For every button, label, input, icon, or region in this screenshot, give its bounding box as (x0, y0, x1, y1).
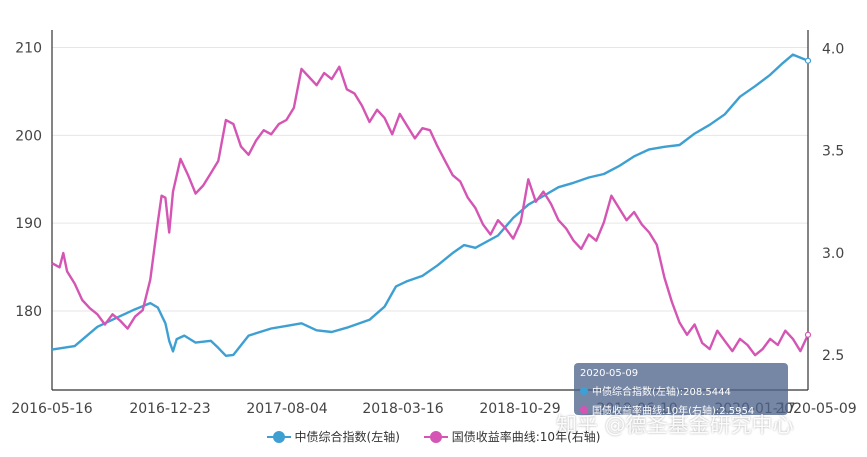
x-tick-label: 2016-12-23 (129, 401, 210, 417)
tooltip-yield-value: 国债收益率曲线:10年(右轴):2.5954 (592, 406, 755, 417)
x-tick-label: 2017-08-04 (246, 401, 327, 417)
tooltip-dot-pink-icon (580, 405, 588, 414)
legend-label-yield: 国债收益率曲线:10年(右轴) (451, 430, 601, 444)
series-line-treasury-yield (51, 65, 810, 357)
tooltip-row-index: 中债综合指数(左轴):208.5444 (580, 383, 782, 398)
legend-swatch-blue-icon (266, 430, 291, 443)
y-left-tick-label: 200 (15, 128, 42, 144)
y-right-tick-label: 3.0 (822, 246, 844, 262)
y-right-tick-label: 4.0 (822, 41, 844, 57)
y-right-tick-label: 3.5 (822, 144, 844, 160)
y-left-tick-label: 210 (15, 41, 42, 57)
legend-item-index[interactable]: 中债综合指数(左轴) (266, 428, 400, 445)
chart-tooltip: 2020-05-09 中债综合指数(左轴):208.5444 国债收益率曲线:1… (574, 363, 788, 417)
x-tick-label: 2018-10-29 (479, 401, 560, 417)
chart-legend: 中债综合指数(左轴) 国债收益率曲线:10年(右轴) (0, 428, 867, 446)
legend-item-yield[interactable]: 国债收益率曲线:10年(右轴) (423, 428, 601, 445)
legend-swatch-pink-icon (423, 430, 448, 443)
watermark: 知乎 @德圣基金研究中心 (556, 413, 794, 437)
y-left-tick-label: 180 (15, 304, 42, 320)
series-end-point-bond-index (804, 57, 812, 64)
tooltip-index-value: 中债综合指数(左轴):208.5444 (592, 387, 731, 398)
x-tick-label: 2016-05-16 (11, 401, 92, 417)
y-left-tick-label: 190 (15, 216, 42, 232)
legend-label-index: 中债综合指数(左轴) (294, 430, 400, 444)
tooltip-row-yield: 国债收益率曲线:10年(右轴):2.5954 (580, 402, 782, 417)
series-line-bond-index (51, 53, 809, 357)
tooltip-date: 2020-05-09 (580, 368, 639, 379)
tooltip-dot-blue-icon (580, 386, 588, 395)
x-tick-label: 2018-03-16 (362, 401, 443, 417)
series-end-point-treasury-yield (804, 331, 812, 338)
x-tick-label: 2020-05-09 (775, 401, 856, 417)
y-right-tick-label: 2.5 (822, 348, 844, 364)
